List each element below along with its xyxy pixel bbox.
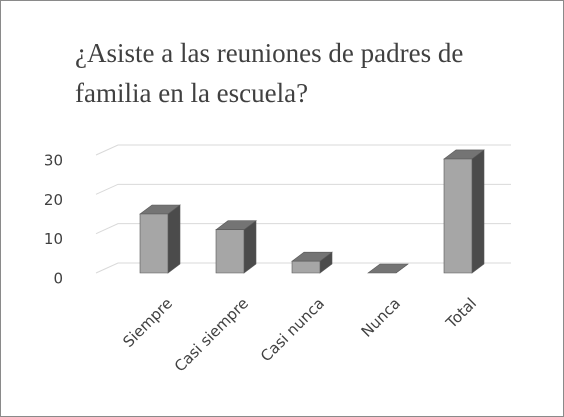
x-tick-label: Siempre bbox=[119, 294, 176, 351]
bar bbox=[443, 149, 485, 274]
x-tick-label: Nunca bbox=[358, 294, 404, 340]
bar bbox=[291, 251, 333, 274]
y-tick-label: 10 bbox=[44, 230, 63, 248]
x-tick-label: Total bbox=[442, 294, 480, 332]
bar bbox=[215, 220, 257, 274]
grid-line bbox=[95, 262, 511, 274]
bar-front bbox=[443, 158, 473, 274]
grid-line bbox=[95, 183, 511, 195]
x-tick-label: Casi siempre bbox=[171, 294, 252, 375]
grid-line bbox=[95, 144, 511, 156]
y-tick-label: 20 bbox=[44, 191, 63, 209]
x-tick-label: Casi nunca bbox=[257, 294, 328, 365]
bar-front bbox=[215, 229, 245, 274]
bar bbox=[139, 204, 181, 274]
y-tick-label: 30 bbox=[44, 152, 63, 170]
bar-front bbox=[291, 260, 321, 274]
bar-top bbox=[367, 263, 409, 274]
grid-line bbox=[95, 223, 511, 235]
bar bbox=[367, 263, 409, 274]
chart-title: ¿Asiste a las reuniones de padres de fam… bbox=[75, 38, 464, 108]
y-tick-label: 0 bbox=[53, 270, 63, 288]
bar-front bbox=[139, 213, 169, 274]
bar-side bbox=[471, 149, 485, 274]
bar-side bbox=[167, 204, 181, 274]
